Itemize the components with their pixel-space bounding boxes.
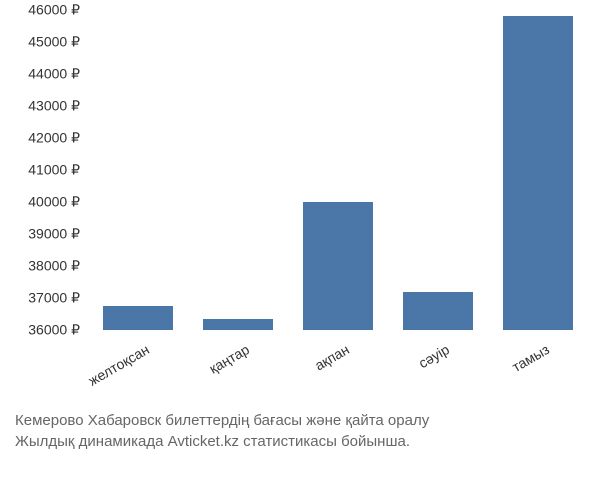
x-tick-label: тамыз xyxy=(483,341,552,390)
bar xyxy=(403,292,473,330)
plot-area xyxy=(88,10,588,330)
x-axis-labels: желтоқсанқаңтарақпансәуіртамыз xyxy=(88,340,588,400)
y-axis: 36000 ₽37000 ₽38000 ₽39000 ₽40000 ₽41000… xyxy=(0,10,88,330)
caption-line-1: Кемерово Хабаровск билеттердің бағасы жә… xyxy=(15,410,585,431)
chart-container: 36000 ₽ 37000 ₽ 38000 ₽ 39000 ₽ 40000 ₽ 41000… xyxy=(0,10,600,390)
x-tick-label: желтоқсан xyxy=(83,341,152,390)
caption-line-2: Жылдық динамикада Avticket.kz статистика… xyxy=(15,431,585,452)
x-tick-label: қаңтар xyxy=(183,341,252,390)
y-tick-label: 45000 ₽ xyxy=(28,34,80,51)
y-tick-label: 42000 ₽ xyxy=(28,130,80,147)
bar xyxy=(303,202,373,330)
y-tick-label: 43000 ₽ xyxy=(28,98,80,115)
chart-caption: Кемерово Хабаровск билеттердің бағасы жә… xyxy=(15,410,585,452)
bar xyxy=(503,16,573,330)
y-tick-label: 41000 ₽ xyxy=(28,162,80,179)
y-tick-label: 40000 ₽ xyxy=(28,194,80,211)
y-tick-label: 38000 ₽ xyxy=(28,258,80,275)
x-tick-label: ақпан xyxy=(283,341,352,390)
y-tick-label: 46000 ₽ xyxy=(28,2,80,19)
y-tick-label: 37000 ₽ xyxy=(28,290,80,307)
y-tick-label: 36000 ₽ xyxy=(28,322,80,339)
bar xyxy=(203,319,273,330)
y-tick-label: 39000 ₽ xyxy=(28,226,80,243)
bar xyxy=(103,306,173,330)
x-tick-label: сәуір xyxy=(383,341,452,390)
y-tick-label: 44000 ₽ xyxy=(28,66,80,83)
